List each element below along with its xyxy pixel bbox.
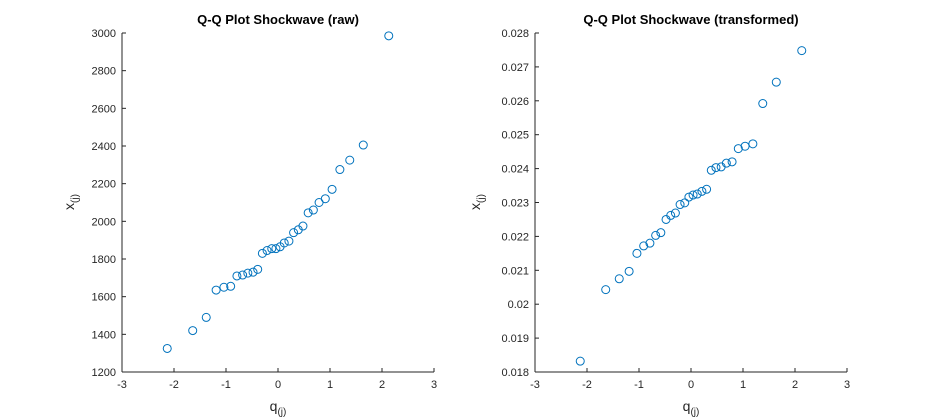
qq-point-raw [232, 271, 242, 281]
y-tick-label: 0.023 [501, 198, 529, 210]
y-tick-label: 0.025 [501, 130, 529, 142]
qq-point-raw [253, 264, 263, 274]
x-tick-label: -1 [634, 379, 644, 391]
x-tick-label: 2 [379, 379, 385, 391]
qq-point-transformed [688, 190, 698, 200]
y-tick-label: 1600 [92, 292, 116, 304]
x-tick-label: 2 [792, 379, 798, 391]
x-tick-label: -2 [169, 379, 179, 391]
qq-point-transformed [748, 139, 758, 149]
qq-point-transformed [666, 210, 676, 220]
y-tick-label: 2800 [92, 66, 116, 78]
qq-point-raw [303, 208, 313, 218]
qq-point-transformed [651, 230, 661, 240]
qq-point-transformed [721, 158, 731, 168]
qq-point-transformed [601, 285, 611, 295]
chart-title-raw: Q-Q Plot Shockwave (raw) [197, 12, 359, 27]
x-tick-label: 0 [688, 379, 694, 391]
qq-point-raw [262, 246, 272, 256]
qq-point-raw [271, 244, 281, 254]
y-tick-label: 0.028 [501, 28, 529, 40]
qq-point-transformed [645, 238, 655, 248]
qq-point-transformed [614, 274, 624, 284]
qq-point-transformed [624, 266, 634, 276]
qq-point-raw [248, 267, 258, 277]
qq-point-raw [201, 312, 211, 322]
qq-point-transformed [675, 200, 685, 210]
y-axis-label-transformed: x(j) [467, 194, 487, 210]
y-tick-label: 2600 [92, 103, 116, 115]
qq-point-transformed [632, 248, 642, 258]
x-tick-label: 1 [327, 379, 333, 391]
chart-title-transformed: Q-Q Plot Shockwave (transformed) [583, 12, 798, 27]
x-tick-label: 0 [275, 379, 281, 391]
qq-point-raw [219, 282, 229, 292]
qq-point-transformed [670, 208, 680, 218]
qq-plot-raw-panel: Q-Q Plot Shockwave (raw) q(j) x(j) -3 -2 -… [61, 12, 437, 418]
y-tick-label: 0.018 [501, 367, 529, 379]
qq-point-raw [211, 285, 221, 295]
x-tick-label: 3 [844, 379, 850, 391]
qq-point-transformed [702, 184, 712, 194]
qq-point-transformed [727, 157, 737, 167]
qq-point-raw [279, 238, 289, 248]
qq-point-transformed [684, 192, 694, 202]
x-tick-label: -1 [221, 379, 231, 391]
y-tick-label: 0.021 [501, 265, 529, 277]
qq-point-raw [284, 236, 294, 246]
y-tick-label: 0.026 [501, 96, 529, 108]
y-tick-label: 0.024 [501, 164, 529, 176]
y-tick-label: 2000 [92, 216, 116, 228]
y-tick-label: 3000 [92, 28, 116, 40]
qq-point-raw [384, 31, 394, 41]
y-tick-label: 2200 [92, 179, 116, 191]
y-tick-label: 1400 [92, 329, 116, 341]
y-tick-label: 1200 [92, 367, 116, 379]
x-tick-label: 3 [431, 379, 437, 391]
qq-point-transformed [758, 99, 768, 109]
qq-point-transformed [733, 144, 743, 154]
qq-point-transformed [706, 165, 716, 175]
qq-point-transformed [740, 141, 750, 151]
qq-point-transformed [771, 77, 781, 87]
qq-point-raw [289, 228, 299, 238]
qq-point-transformed [797, 46, 807, 56]
qq-point-raw [188, 326, 198, 336]
qq-point-raw [298, 221, 308, 231]
qq-point-raw [345, 155, 355, 165]
qq-point-transformed [656, 228, 666, 238]
x-tick-label: -3 [117, 379, 127, 391]
y-tick-label: 1800 [92, 254, 116, 266]
qq-point-raw [267, 244, 277, 254]
qq-point-raw [257, 248, 267, 258]
qq-point-raw [320, 194, 330, 204]
y-tick-label: 0.019 [501, 333, 529, 345]
y-tick-label: 0.022 [501, 231, 529, 243]
qq-point-transformed [692, 189, 702, 199]
qq-point-raw [238, 270, 248, 280]
qq-point-raw [358, 140, 368, 150]
qq-point-transformed [697, 186, 707, 196]
y-tick-label: 0.027 [501, 62, 529, 74]
x-axis-label-raw: q(j) [270, 398, 287, 418]
qq-point-raw [308, 205, 318, 215]
qq-point-transformed [639, 241, 649, 251]
qq-point-raw [335, 165, 345, 175]
qq-point-transformed [575, 356, 585, 366]
qq-point-raw [162, 343, 172, 353]
qq-point-raw [226, 281, 236, 291]
x-tick-label: -2 [582, 379, 592, 391]
qq-point-transformed [680, 198, 690, 208]
qq-point-raw [243, 268, 253, 278]
x-tick-label: -3 [530, 379, 540, 391]
qq-point-transformed [711, 163, 721, 173]
y-axis-label-raw: x(j) [61, 194, 81, 210]
y-tick-label: 2400 [92, 141, 116, 153]
x-axis-label-transformed: q(j) [683, 398, 700, 418]
qq-point-raw [327, 184, 337, 194]
y-tick-label: 0.02 [508, 299, 529, 311]
qq-plot-transformed-panel: Q-Q Plot Shockwave (transformed) q(j) x(… [467, 12, 850, 418]
x-tick-label: 1 [740, 379, 746, 391]
